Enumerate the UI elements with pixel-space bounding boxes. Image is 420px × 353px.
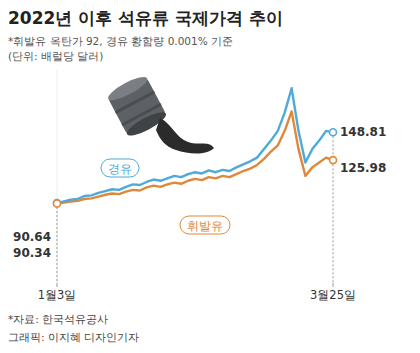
end-marker — [54, 200, 61, 207]
x-tick-label: 1월3일 — [38, 288, 77, 302]
x-tick — [57, 283, 58, 287]
subtitle: *휘발유 옥탄가 92, 경유 황함량 0.001% 기준 — [8, 35, 233, 47]
legend-item: 경유 — [101, 159, 139, 177]
series-line — [57, 88, 333, 203]
end-marker — [54, 200, 61, 207]
series-line — [57, 111, 333, 203]
oil-drip — [168, 126, 170, 146]
data-label: 125.98 — [340, 161, 386, 175]
oil-spill — [156, 118, 214, 154]
barrel-ring — [121, 103, 161, 126]
legend-item: 휘발유 — [180, 216, 230, 234]
y-axis-line — [57, 70, 58, 283]
guide-line — [57, 203, 58, 283]
credit: 그래픽: 이지혜 디자인기자 — [8, 331, 139, 343]
legend-label: 휘발유 — [187, 219, 223, 233]
x-tick-label: 3월25일 — [310, 288, 356, 302]
source: *자료: 한국석유공사 — [8, 313, 108, 325]
subtitle: (단위: 배럴당 달러) — [8, 50, 103, 62]
x-tick — [333, 283, 334, 287]
end-marker — [330, 157, 337, 164]
plot-area — [54, 88, 337, 207]
title: 2022년 이후 석유류 국제가격 추이 — [8, 8, 283, 28]
data-label: 90.64 — [13, 230, 51, 244]
data-label: 90.34 — [13, 246, 51, 260]
chart: 2022년 이후 석유류 국제가격 추이 *휘발유 옥탄가 92, 경유 황함량 … — [0, 0, 420, 353]
data-label: 148.81 — [340, 125, 386, 139]
legend-box — [101, 159, 139, 177]
end-marker — [330, 129, 337, 136]
legend-box — [180, 216, 230, 234]
legend-label: 경유 — [108, 162, 132, 176]
guide-line — [333, 132, 334, 283]
